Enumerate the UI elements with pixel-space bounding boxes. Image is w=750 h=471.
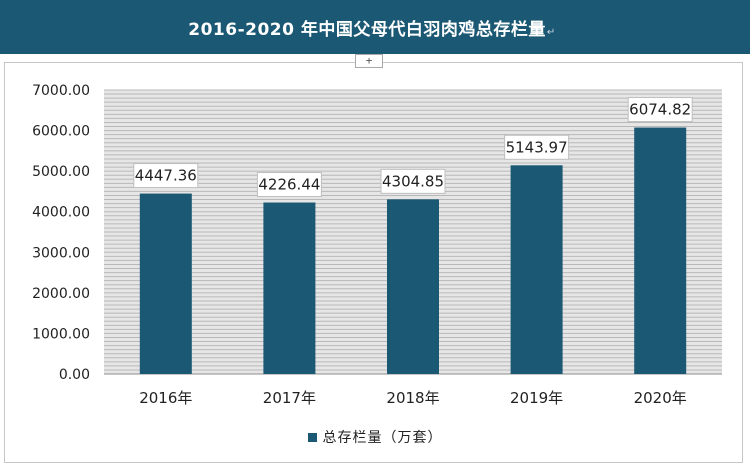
y-tick-label: 6000.00 bbox=[32, 124, 90, 140]
data-label-box bbox=[133, 163, 199, 189]
legend: 总存栏量（万套） bbox=[283, 422, 467, 452]
data-label-box bbox=[504, 134, 570, 160]
bar bbox=[263, 202, 316, 374]
x-tick-label: 2019年 bbox=[510, 389, 563, 407]
legend-label: 总存栏量（万套） bbox=[322, 430, 443, 446]
x-tick-label: 2017年 bbox=[263, 389, 316, 407]
x-tick-label: 2016年 bbox=[139, 389, 192, 407]
chart-title: 2016-2020 年中国父母代白羽肉鸡总存栏量↵ bbox=[188, 19, 556, 40]
x-tick-label: 2020年 bbox=[634, 389, 687, 407]
title-bar: 2016-2020 年中国父母代白羽肉鸡总存栏量↵ bbox=[0, 0, 750, 54]
x-tick-label: 2018年 bbox=[386, 389, 439, 407]
data-label-box bbox=[627, 97, 693, 123]
bar bbox=[139, 193, 192, 374]
data-label: 4226.44 bbox=[258, 176, 320, 194]
y-tick-label: 5000.00 bbox=[32, 164, 90, 180]
expand-handle-button[interactable]: + bbox=[355, 54, 383, 68]
bar bbox=[510, 165, 563, 374]
y-tick-label: 7000.00 bbox=[32, 83, 90, 99]
y-tick-label: 4000.00 bbox=[32, 205, 90, 221]
y-tick-label: 1000.00 bbox=[32, 326, 90, 342]
legend-swatch bbox=[307, 432, 317, 442]
data-label: 4304.85 bbox=[382, 172, 444, 190]
y-tick-label: 3000.00 bbox=[32, 245, 90, 261]
bar bbox=[634, 127, 687, 374]
y-tick-label: 2000.00 bbox=[32, 286, 90, 302]
y-tick-label: 0.00 bbox=[59, 367, 90, 383]
bar bbox=[387, 199, 439, 374]
data-label: 5143.97 bbox=[506, 138, 568, 156]
data-label: 6074.82 bbox=[629, 101, 691, 119]
data-label-box bbox=[256, 172, 322, 198]
paragraph-mark: ↵ bbox=[546, 26, 556, 38]
data-label-box bbox=[380, 168, 446, 194]
data-label: 4447.36 bbox=[135, 167, 197, 185]
